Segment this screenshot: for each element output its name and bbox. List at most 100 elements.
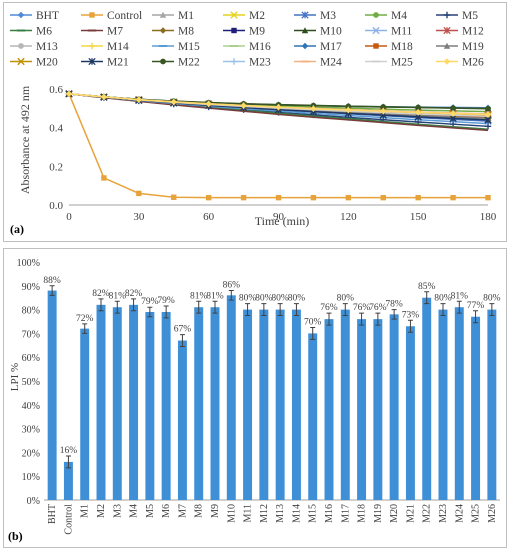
legend-marker: [160, 58, 166, 65]
error-bar: [163, 305, 169, 319]
data-label: 81%: [190, 291, 208, 301]
data-label: 81%: [451, 291, 469, 301]
bar: [161, 311, 171, 500]
bar-group-m5: 79% M5: [141, 297, 159, 518]
legend-marker: [443, 26, 451, 35]
x-tick-label: 90: [273, 211, 285, 223]
absorbance-line-chart-panel: BHT Control M1 M2 M3 M4 M5 M6 M7 M8 M9 M10 M11 M12 M13…: [3, 2, 507, 242]
category-label: M9: [210, 504, 221, 518]
data-label: 86%: [223, 281, 241, 291]
data-label: 76%: [369, 303, 387, 313]
legend-marker: [230, 58, 238, 65]
legend-marker: [159, 11, 167, 18]
legend-label: M16: [249, 41, 271, 53]
legend-entry: M12: [436, 26, 484, 38]
x-tick-label: 0: [66, 211, 72, 223]
category-label: M23: [438, 504, 449, 523]
bar-group-m15: 70% M15: [304, 317, 322, 522]
legend-label: M6: [36, 26, 52, 38]
category-label: M18: [357, 504, 368, 523]
y-tick-label: 0.2: [49, 161, 63, 173]
legend-marker: [17, 57, 25, 66]
data-label: 81%: [206, 291, 224, 301]
y-tick-label: 40%: [22, 401, 40, 412]
legend-entry: M5: [436, 10, 478, 22]
data-label: 16%: [60, 446, 78, 456]
data-point: [415, 104, 422, 111]
category-label: M6: [161, 504, 172, 518]
legend-label: M13: [36, 41, 58, 53]
error-bar: [424, 291, 430, 305]
bar: [357, 319, 367, 500]
data-point: [135, 96, 143, 103]
chart-series-lines: [65, 90, 492, 201]
bar-group-m12: 80% M12: [255, 294, 273, 523]
data-point: [65, 90, 73, 98]
error-bar: [489, 303, 495, 317]
bar: [471, 316, 481, 500]
data-point: [484, 111, 492, 118]
data-point: [414, 109, 422, 116]
category-label: M16: [324, 504, 335, 523]
bar-group-m4: 82% M4: [125, 289, 143, 518]
chart-axes: 0 30 60 90 120 150 180 0.0 0.2 0.4 0.6: [49, 84, 497, 223]
data-point: [345, 106, 352, 114]
y-axis-label: Absorbance at 492 nm: [18, 85, 32, 194]
bar-group-m8: 81% M8: [190, 291, 208, 518]
y-tick-label: 0%: [27, 496, 40, 507]
y-tick-label: 0.6: [49, 84, 63, 96]
bar-group-m14: 80% M14: [288, 294, 306, 523]
data-point: [485, 194, 491, 201]
data-label: 80%: [288, 294, 306, 304]
bar-group-m17: 80% M17: [337, 294, 355, 523]
y-axis-label: LPI %: [9, 363, 21, 391]
y-tick-label: 70%: [22, 329, 40, 340]
bar: [308, 333, 318, 500]
chart-axes: 0% 10% 20% 30% 40% 50% 60% 70% 80% 90% 100%: [17, 258, 500, 507]
bar: [112, 307, 122, 500]
data-point: [205, 100, 212, 108]
data-label: 85%: [418, 282, 436, 292]
legend-label: M21: [107, 57, 129, 69]
legend-label: M24: [320, 57, 342, 69]
category-label: M4: [129, 504, 140, 518]
category-label: M10: [226, 504, 237, 523]
data-label: 78%: [385, 300, 403, 310]
bar: [340, 309, 350, 500]
x-tick-label: 150: [410, 211, 427, 223]
legend-marker: [89, 12, 95, 18]
bar: [454, 307, 464, 500]
legend-entry: M23: [223, 57, 271, 69]
legend-entry: M2: [223, 10, 265, 22]
data-point: [275, 194, 282, 201]
data-point: [275, 103, 282, 111]
data-point: [240, 102, 247, 109]
bar: [487, 309, 497, 500]
legend-entry: M21: [81, 57, 129, 69]
bar: [226, 295, 236, 500]
legend-label: M25: [391, 57, 413, 69]
error-bar: [391, 309, 397, 320]
legend-entry: M8: [152, 26, 194, 38]
data-label: 67%: [174, 325, 192, 335]
legend-marker: [301, 27, 309, 34]
legend-marker: [159, 27, 167, 34]
y-tick-label: 60%: [22, 353, 40, 364]
error-bar: [326, 312, 332, 326]
legend-marker: [373, 43, 379, 49]
legend-entry: M19: [436, 41, 484, 53]
x-tick-label: 60: [203, 211, 215, 223]
legend-entry: M11: [365, 26, 413, 38]
bar: [47, 290, 57, 500]
bar: [373, 319, 383, 500]
lpi-bar-chart-panel: 0% 10% 20% 30% 40% 50% 60% 70% 80% 90% 100% 88% BHT…: [3, 248, 507, 548]
bar-group-m1: 72% M1: [76, 314, 94, 518]
bar: [177, 340, 187, 500]
error-bar: [114, 300, 120, 314]
bar-group-m19: 76% M19: [369, 303, 387, 523]
bar: [63, 461, 73, 500]
error-bar: [98, 298, 104, 312]
data-point: [449, 110, 457, 117]
bar: [405, 326, 415, 500]
legend-label: M22: [178, 57, 200, 69]
